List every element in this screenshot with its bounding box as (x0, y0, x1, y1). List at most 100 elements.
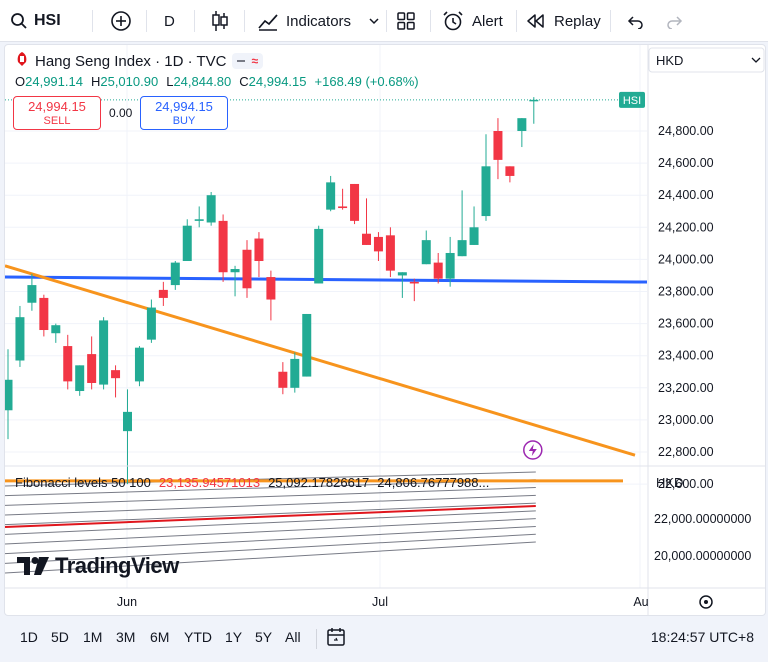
candle-body[interactable] (15, 317, 25, 361)
axes: HKD 24,800.00 24,600.00 24,400.00 24,200.00 2… (5, 45, 765, 615)
candle-body[interactable] (218, 220, 228, 273)
undo-button[interactable] (626, 0, 644, 42)
indicators-dropdown[interactable] (368, 0, 380, 42)
alert-button[interactable]: Alert (442, 0, 503, 42)
candle-body[interactable] (445, 252, 455, 279)
candle-body[interactable] (134, 347, 144, 382)
candle-body[interactable] (505, 166, 515, 176)
candle-body[interactable] (397, 272, 407, 276)
blue-horizontal-line[interactable] (5, 275, 648, 284)
candle-body[interactable] (194, 219, 204, 221)
replay-button[interactable]: Replay (526, 0, 601, 42)
grid-lines (5, 45, 647, 588)
candle-body[interactable] (51, 325, 61, 334)
range-6m[interactable]: 6M (150, 629, 170, 645)
candle-body[interactable] (469, 227, 479, 245)
grid-icon (396, 11, 416, 31)
candle-body[interactable] (266, 277, 276, 300)
fib-value-3: 24,806.76777988 (377, 475, 479, 490)
currency-label: HKD (656, 53, 683, 68)
minus-icon (237, 60, 246, 62)
candle-body[interactable] (87, 354, 97, 383)
fib-line (5, 510, 536, 535)
price-tick-label: 24,200.00 (658, 220, 714, 234)
candle-body[interactable] (373, 236, 383, 252)
price-tick-label: 24,800.00 (658, 124, 714, 138)
fib-axis-currency: HKD (656, 475, 683, 490)
gear-icon[interactable] (699, 595, 713, 609)
candle-body[interactable] (517, 118, 527, 131)
fib-line (5, 525, 536, 555)
layouts-button[interactable] (396, 0, 416, 42)
candle-body[interactable] (290, 358, 300, 388)
candle-body[interactable] (493, 131, 503, 160)
candle-body[interactable] (338, 206, 348, 209)
hsi-logo-icon (15, 51, 29, 71)
candle-body[interactable] (433, 262, 443, 279)
legend-toggle-pill[interactable]: ≈ (232, 53, 264, 69)
go-to-date-button[interactable] (326, 627, 346, 652)
indicators-icon (258, 11, 278, 31)
candle-body[interactable] (182, 225, 192, 262)
currency-dropdown[interactable] (648, 47, 765, 73)
range-5y[interactable]: 5Y (255, 629, 273, 645)
ohlc-change: +168.49 (+0.68%) (314, 74, 419, 89)
sell-label: SELL (43, 115, 71, 127)
tradingview-logo[interactable]: TradingView (17, 553, 179, 579)
interval-button[interactable]: D (164, 0, 175, 42)
candle-body[interactable] (39, 297, 49, 331)
candle-body[interactable] (63, 346, 73, 382)
candle-body[interactable] (99, 320, 109, 385)
candle-body[interactable] (27, 285, 37, 303)
candle-body[interactable] (350, 183, 360, 221)
legend-title[interactable]: Hang Seng Index · 1D · TVC (35, 52, 227, 70)
candle-body[interactable] (206, 195, 216, 223)
candle-body[interactable] (123, 411, 132, 432)
sell-button[interactable]: 24,994.15 SELL (13, 96, 101, 130)
chart-type-button[interactable] (210, 0, 230, 42)
clock-timezone[interactable]: 18:24:57 UTC+8 (650, 629, 754, 645)
fib-value-2: 25,092.17826617 (268, 475, 370, 490)
candle-body[interactable] (457, 240, 467, 257)
lightning-icon (528, 444, 537, 456)
orange-trend-line[interactable] (5, 264, 636, 457)
candle-body[interactable] (5, 379, 13, 411)
candle-body[interactable] (158, 289, 168, 298)
redo-button[interactable] (666, 0, 684, 42)
candle-body[interactable] (481, 166, 491, 217)
candle-body[interactable] (242, 249, 252, 289)
fib-line (5, 502, 536, 526)
candle-body[interactable] (409, 281, 419, 284)
candle-body[interactable] (314, 228, 324, 284)
candle-body[interactable] (362, 233, 371, 245)
chart-canvas[interactable]: HKD 24,800.00 24,600.00 24,400.00 24,200.00 2… (5, 45, 766, 616)
buy-button[interactable]: 24,994.15 BUY (140, 96, 228, 130)
compare-button[interactable] (110, 0, 132, 42)
gear-icon-center (704, 600, 708, 604)
candle-body[interactable] (146, 307, 156, 340)
chart-panel[interactable]: HKD 24,800.00 24,600.00 24,400.00 24,200.00 2… (4, 44, 766, 616)
candle-body[interactable] (230, 269, 240, 273)
range-5d[interactable]: 5D (51, 629, 69, 645)
fib-legend[interactable]: Fibonacci levels 50 100 23,135.94571013 … (15, 475, 489, 490)
range-ytd[interactable]: YTD (184, 629, 212, 645)
indicators-button[interactable]: Indicators (258, 0, 351, 42)
symbol-search[interactable]: HSI (10, 0, 61, 42)
fib-line (5, 479, 536, 497)
candle-body[interactable] (170, 262, 180, 286)
range-3m[interactable]: 3M (116, 629, 136, 645)
range-all[interactable]: All (285, 629, 301, 645)
candle-body[interactable] (278, 371, 288, 388)
range-1y[interactable]: 1Y (225, 629, 243, 645)
candle-body[interactable] (75, 365, 85, 392)
range-1m[interactable]: 1M (83, 629, 103, 645)
candle-body[interactable] (111, 370, 121, 379)
candle-body[interactable] (302, 313, 312, 377)
candle-body[interactable] (529, 99, 539, 102)
candle-body[interactable] (385, 235, 395, 271)
bottom-bar: 1D 5D 1M 3M 6M YTD 1Y 5Y All 18:24:57 UT… (0, 617, 768, 662)
candle-body[interactable] (326, 182, 336, 210)
candle-body[interactable] (421, 240, 431, 265)
range-1d[interactable]: 1D (20, 629, 38, 645)
candle-body[interactable] (254, 238, 264, 262)
